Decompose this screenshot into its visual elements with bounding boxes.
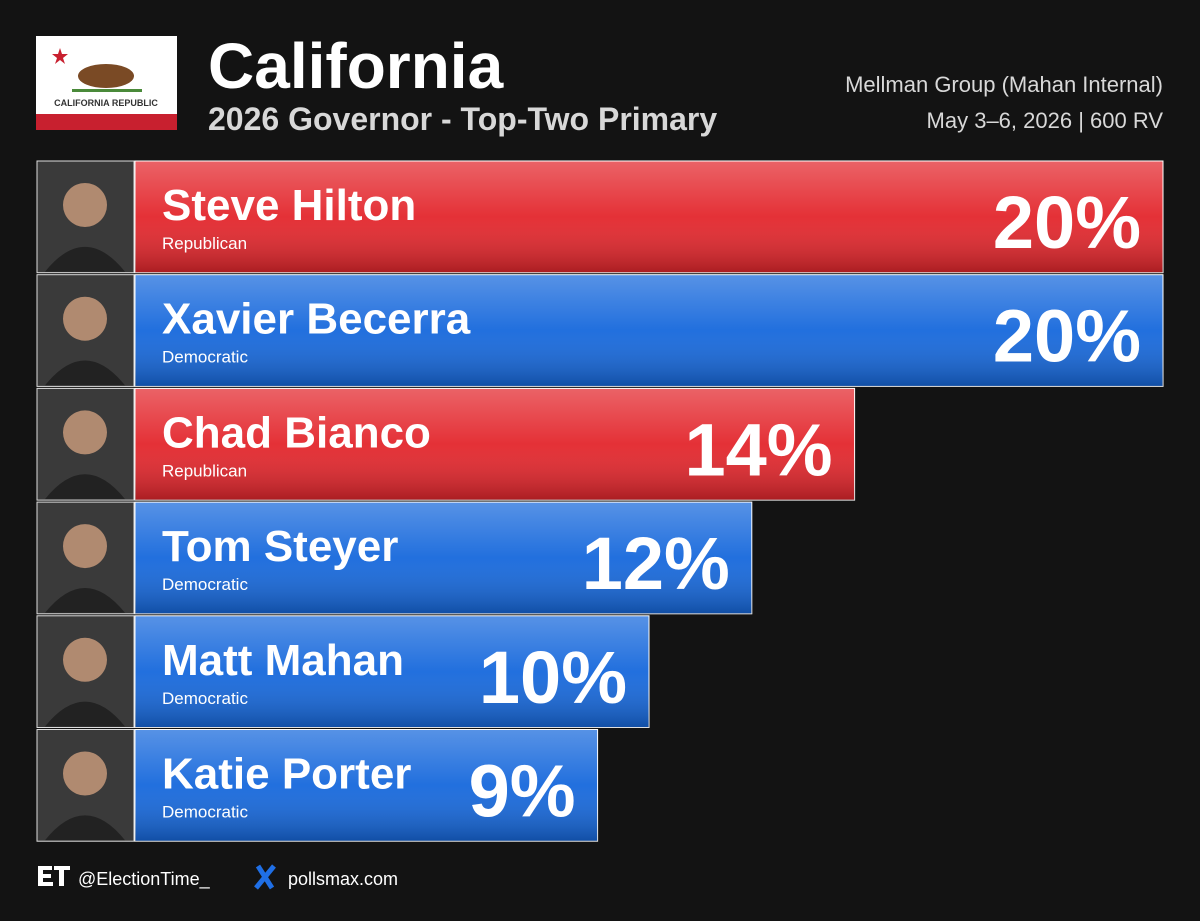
poll-details: May 3–6, 2026 | 600 RV bbox=[927, 108, 1164, 133]
candidate-name: Katie Porter bbox=[162, 750, 411, 799]
website-logo bbox=[254, 864, 276, 890]
bar-shine bbox=[135, 615, 649, 728]
photo-body bbox=[45, 246, 125, 272]
flag-text: CALIFORNIA REPUBLIC bbox=[54, 98, 158, 108]
value-label: 20% bbox=[993, 181, 1141, 264]
candidate-name: Xavier Becerra bbox=[162, 295, 471, 344]
value-label: 12% bbox=[582, 522, 730, 605]
candidate-party: Democratic bbox=[162, 348, 248, 367]
bar-shine bbox=[135, 729, 598, 842]
photo-body bbox=[45, 360, 125, 386]
footer: @ElectionTime_ pollsmax.com bbox=[38, 864, 398, 890]
flag-star bbox=[52, 48, 68, 64]
bar-shine bbox=[135, 274, 1163, 387]
bar-shine bbox=[135, 161, 1163, 273]
candidate-name: Steve Hilton bbox=[162, 181, 416, 230]
flag: CALIFORNIA REPUBLIC bbox=[36, 36, 177, 130]
photo-head bbox=[63, 751, 107, 796]
chart-title: California bbox=[208, 30, 504, 102]
chart-subtitle: 2026 Governor - Top-Two Primary bbox=[208, 101, 717, 137]
candidate-name: Chad Bianco bbox=[162, 408, 431, 457]
bar-shine bbox=[135, 502, 752, 614]
value-label: 9% bbox=[469, 750, 576, 833]
photo-body bbox=[45, 701, 125, 727]
photo-head bbox=[63, 183, 107, 227]
photo-head bbox=[63, 296, 107, 341]
photo-head bbox=[63, 524, 107, 569]
candidate-party: Democratic bbox=[162, 689, 248, 708]
value-label: 20% bbox=[993, 295, 1141, 378]
photo-head bbox=[63, 637, 107, 682]
candidate-party: Democratic bbox=[162, 575, 248, 594]
photo-body bbox=[45, 587, 125, 613]
photo-body bbox=[45, 474, 125, 500]
candidate-party: Democratic bbox=[162, 803, 248, 822]
photo-body bbox=[45, 815, 125, 841]
handle-logo bbox=[38, 866, 70, 886]
bars: Steve Hilton Republican 20% Xavier Becerra D… bbox=[36, 160, 1164, 842]
flag-grass bbox=[72, 89, 142, 92]
bar-shine bbox=[135, 388, 855, 501]
footer-website: pollsmax.com bbox=[288, 869, 398, 889]
footer-handle: @ElectionTime_ bbox=[78, 869, 211, 890]
value-label: 14% bbox=[684, 408, 832, 491]
pollster: Mellman Group (Mahan Internal) bbox=[845, 72, 1163, 97]
value-label: 10% bbox=[479, 636, 627, 719]
candidate-party: Republican bbox=[162, 234, 247, 253]
flag-bear bbox=[78, 64, 134, 88]
candidate-name: Matt Mahan bbox=[162, 636, 404, 685]
flag-stripe bbox=[36, 114, 177, 130]
candidate-party: Republican bbox=[162, 461, 247, 480]
photo-head bbox=[63, 410, 107, 455]
candidate-name: Tom Steyer bbox=[162, 522, 398, 571]
